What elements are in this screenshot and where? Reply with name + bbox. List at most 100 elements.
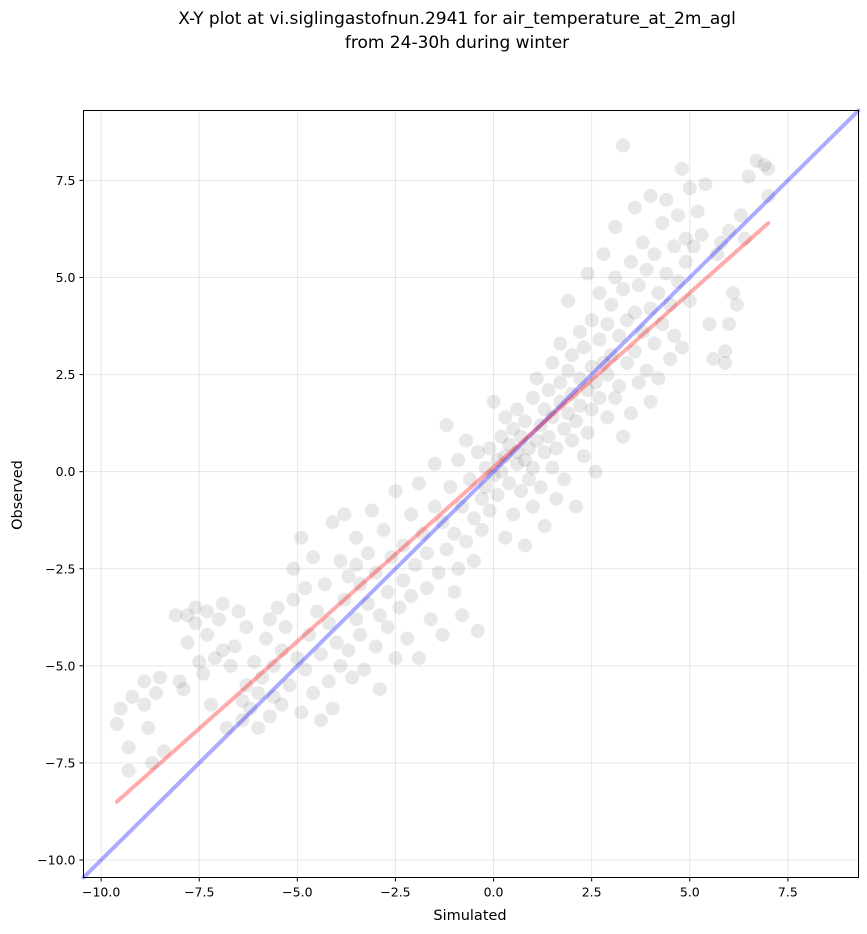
data-point [321,674,336,689]
data-point [294,705,309,720]
data-point [647,336,662,351]
data-point [510,456,525,471]
data-point [667,239,682,254]
data-point [368,565,383,580]
x-tick-label: −7.5 [184,885,214,900]
data-point [568,499,583,514]
x-tick-label: 7.5 [778,885,798,900]
data-point [474,491,489,506]
data-point [612,328,627,343]
data-point [682,181,697,196]
data-point [145,755,160,770]
data-point [514,484,529,499]
data-point [153,670,168,685]
data-point [541,429,556,444]
data-point [435,627,450,642]
y-tick-label: −10.0 [37,853,75,868]
data-point [439,418,454,433]
data-point [121,740,136,755]
data-point [353,627,368,642]
data-point [647,247,662,262]
data-point [580,266,595,281]
chart-title-line2: from 24-30h during winter [345,33,569,53]
data-point [149,686,164,701]
data-point [286,561,301,576]
data-point [376,522,391,537]
data-point [725,286,740,301]
data-point [341,643,356,658]
data-point [306,550,321,565]
data-point [466,511,481,526]
chart-title-line1: X-Y plot at vi.siglingastofnun.2941 for … [178,9,736,29]
data-point [466,553,481,568]
data-point [541,383,556,398]
data-point [215,643,230,658]
data-point [698,177,713,192]
data-point [553,394,568,409]
data-point [423,612,438,627]
data-point [619,355,634,370]
data-point [455,608,470,623]
data-point [498,530,513,545]
data-point [274,643,289,658]
data-point [663,352,678,367]
data-point [368,639,383,654]
data-point [565,348,580,363]
data-point [623,254,638,269]
data-point [266,689,281,704]
data-point [557,472,572,487]
data-point [761,188,776,203]
data-point [364,503,379,518]
identity-line [81,108,861,880]
fit-line [114,221,771,804]
data-point [670,274,685,289]
data-point [121,763,136,778]
data-point [678,254,693,269]
data-point [282,678,297,693]
data-point [600,317,615,332]
data-point [545,410,560,425]
data-point [262,612,277,627]
data-point [490,487,505,502]
data-point [141,720,156,735]
data-point [125,689,140,704]
data-point [459,534,474,549]
data-point [431,565,446,580]
data-point [616,429,631,444]
data-point [204,697,219,712]
data-point [215,596,230,611]
data-point [349,557,364,572]
data-point [388,651,403,666]
data-point [576,340,591,355]
data-point [553,336,568,351]
data-point [741,169,756,184]
data-point [463,472,478,487]
data-point [235,693,250,708]
data-point [631,278,646,293]
data-point [329,635,344,650]
data-point [427,499,442,514]
data-point [262,709,277,724]
data-point [733,208,748,223]
data-point [239,620,254,635]
data-point [517,453,532,468]
data-point [478,480,493,495]
data-point [337,507,352,522]
data-point [207,651,222,666]
data-point [674,340,689,355]
data-point [596,355,611,370]
data-point [341,569,356,584]
x-axis-label: Simulated [433,908,506,924]
data-point [498,410,513,425]
data-point [694,227,709,242]
data-point [325,701,340,716]
data-point [576,449,591,464]
data-point [651,286,666,301]
data-point [619,313,634,328]
data-point [180,635,195,650]
data-point [729,297,744,312]
y-tick-label: 7.5 [56,173,76,188]
data-point [714,235,729,250]
data-point [231,604,246,619]
data-point [627,344,642,359]
